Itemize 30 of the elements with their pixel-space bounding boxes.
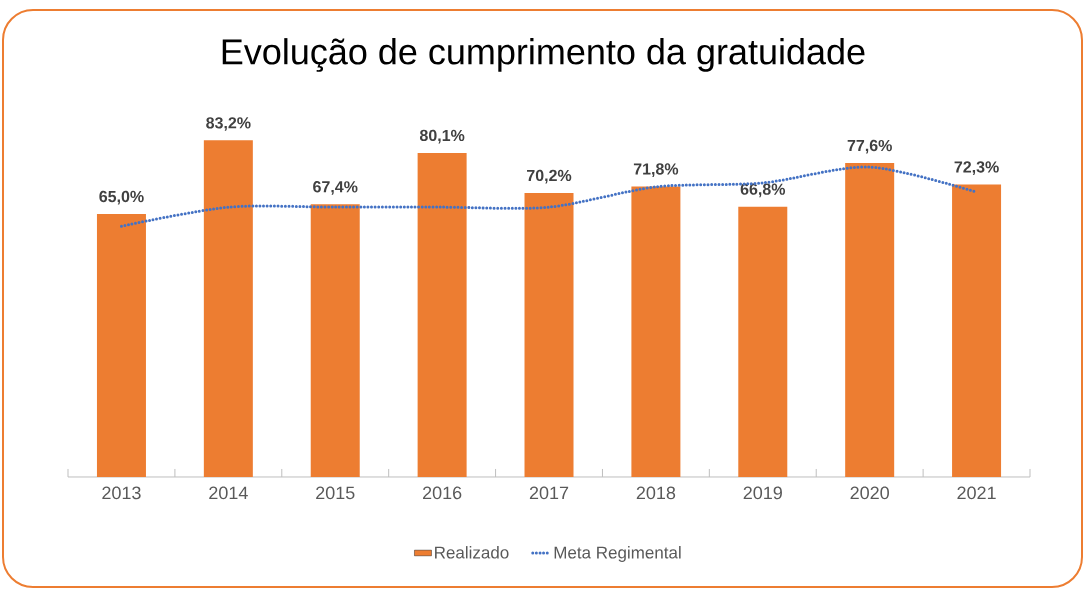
data-label: 71,8% — [633, 163, 679, 177]
bar — [631, 186, 681, 477]
bar — [845, 163, 895, 477]
data-label: 67,4% — [313, 181, 358, 195]
chart-title: Evolução de cumprimento da gratuidade — [222, 38, 865, 72]
x-tick-label: 2013 — [102, 486, 141, 500]
x-tick-label: 2021 — [957, 486, 996, 500]
bar — [524, 192, 574, 477]
data-label: 80,1% — [419, 129, 465, 144]
legend-label: Meta Regimental — [554, 546, 681, 562]
x-tick-label: 2018 — [636, 486, 676, 500]
x-tick-label: 2015 — [316, 486, 355, 500]
bar — [738, 206, 788, 477]
data-label: 70,2% — [527, 169, 572, 184]
data-label: 72,3% — [954, 161, 999, 175]
legend-label: Realizado — [435, 546, 509, 559]
bar — [417, 152, 467, 477]
x-tick-label: 2019 — [743, 486, 782, 500]
data-label: 83,2% — [206, 117, 251, 131]
x-tick-label: 2016 — [423, 486, 462, 500]
x-tick-label: 2020 — [850, 486, 889, 500]
data-label: 65,0% — [99, 190, 144, 205]
data-label: 77,6% — [847, 139, 892, 154]
data-label: 66,8% — [740, 183, 786, 198]
x-tick-label: 2017 — [529, 486, 569, 500]
bar — [310, 204, 360, 477]
bar — [952, 184, 1002, 477]
bar — [96, 214, 146, 477]
x-tick-label: 2014 — [209, 486, 248, 500]
bar — [203, 140, 253, 477]
